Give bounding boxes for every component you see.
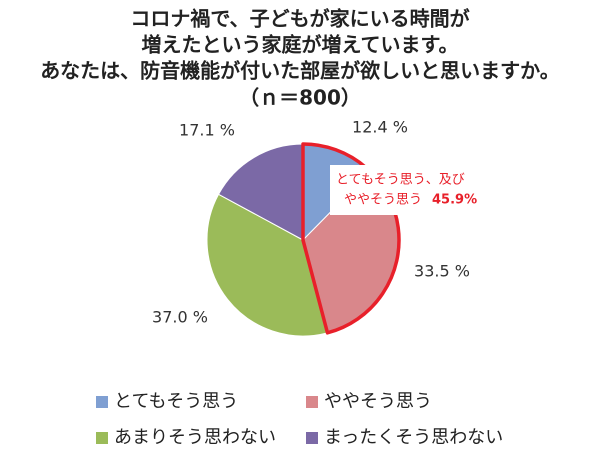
annotation-box — [330, 165, 470, 215]
legend-swatch — [306, 396, 318, 408]
legend-label: まったくそう思わない — [324, 427, 503, 448]
pie-slice — [217, 143, 304, 241]
slice-label: 37.0 % — [152, 308, 208, 327]
pie: 12.4 % とてもそう思う 33.5 % ややそう思う 37.0 % あまりそう思わない… — [96, 118, 503, 448]
annotation-value: 45.9% — [432, 193, 477, 208]
annotation-text: ややそう思う — [344, 193, 422, 208]
legend-label: ややそう思う — [324, 391, 432, 412]
highlight-outline — [301, 142, 401, 335]
legend-swatch — [306, 432, 318, 444]
slice-label: 33.5 % — [414, 262, 470, 281]
annotation-text: とてもそう思う、及び — [336, 173, 465, 188]
chart-title: （ｎ＝800） — [239, 86, 361, 110]
slice-label: 17.1 % — [179, 121, 235, 140]
chart-title: コロナ禍で、子どもが家にいる時間が — [130, 7, 469, 31]
legend-swatch — [96, 396, 108, 408]
pie-slice — [206, 193, 329, 337]
legend-label: とてもそう思う — [114, 391, 238, 412]
chart-title: 増えたという家庭が増えています。 — [142, 33, 459, 57]
legend-swatch — [96, 432, 108, 444]
legend-label: あまりそう思わない — [114, 427, 276, 448]
slice-label: 12.4 % — [352, 118, 408, 137]
chart-title: あなたは、防音機能が付いた部屋が欲しいと思いますか。 — [40, 59, 560, 83]
